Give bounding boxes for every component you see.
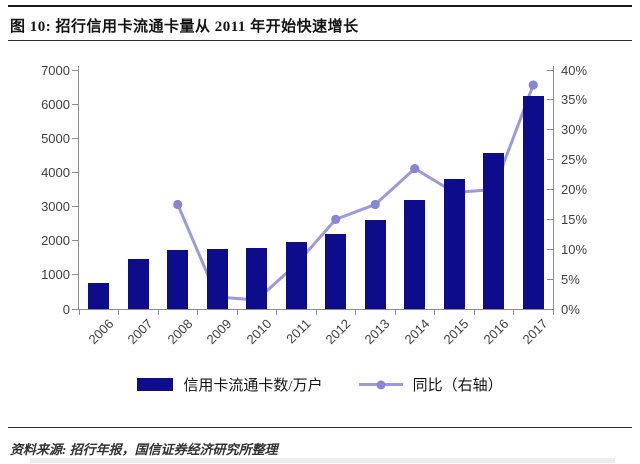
legend-bar-swatch [137,378,174,391]
left-axis-tick [72,206,78,208]
right-axis-tick [547,159,553,161]
x-axis-label-2015: 2015 [440,316,472,348]
line-point [410,163,420,174]
x-axis-tick [355,310,356,315]
x-axis-label-2006: 2006 [85,316,117,348]
bar-2011 [285,242,307,309]
x-axis-line [78,309,554,310]
x-axis-tick [78,310,80,315]
right-axis-tick [547,218,553,220]
line-point [370,199,380,210]
x-axis-label-2007: 2007 [124,316,156,348]
bar-2009 [206,249,228,309]
bar-2012 [325,233,347,309]
right-axis-tick [547,129,553,131]
y-axis-line-left [78,66,79,310]
left-axis-tick [72,240,78,242]
x-axis-tick [473,310,475,315]
bar-2015 [443,179,465,309]
x-axis-label-2009: 2009 [203,316,235,348]
x-axis-tick [276,310,277,315]
left-axis-tick-label: 4000 [41,164,70,180]
x-axis-label-2008: 2008 [164,316,196,348]
x-axis-tick [118,310,119,315]
x-axis-tick [394,310,396,315]
x-axis-tick [236,310,238,315]
line-point [331,214,341,224]
bar-2014 [404,199,426,309]
bar-2007 [127,259,149,309]
left-axis-tick-label: 5000 [41,130,70,146]
left-axis-tick-label: 0 [62,301,70,317]
left-axis-tick-label: 7000 [41,62,70,78]
right-axis-tick-label: 40% [561,62,588,78]
legend-bar-label: 信用卡流通卡数/万户 [183,378,323,394]
right-axis-tick-label: 20% [561,182,588,197]
line-point [173,199,183,210]
x-axis-label-2010: 2010 [243,316,275,348]
x-axis-label-2017: 2017 [519,316,551,348]
right-axis-tick-label: 25% [561,152,588,168]
x-axis-tick [197,310,198,315]
left-axis-tick [72,308,78,310]
left-axis-tick-label: 2000 [41,233,70,249]
left-axis-tick [72,171,78,173]
x-axis-label-2012: 2012 [322,316,354,348]
title-bottom-rule [8,40,632,41]
left-axis-tick [72,274,78,276]
x-axis-tick [513,310,514,315]
left-axis-tick-label: 6000 [41,96,70,112]
figure-title: 图 10: 招行信用卡流通卡量从 2011 年开始快速增长 [10,19,359,35]
x-axis-tick [434,310,435,315]
x-axis-label-2013: 2013 [361,316,393,348]
x-axis-tick [552,310,554,315]
left-axis-tick-label: 3000 [41,199,70,215]
left-axis-tick [72,69,78,71]
title-top-rule [8,5,632,7]
footer-rule [8,427,632,428]
bar-2006 [88,283,110,309]
bar-2010 [246,247,268,309]
x-axis-label-2014: 2014 [401,316,433,348]
right-axis-tick-label: 35% [561,92,588,108]
legend-line-marker-dot [376,380,386,389]
x-axis-tick [157,310,159,315]
growth-line [176,84,535,302]
legend-line-swatch [358,380,403,389]
x-axis-label-2011: 2011 [283,316,314,347]
bar-2013 [364,220,386,309]
line-point [528,80,538,90]
left-axis-tick [72,103,78,105]
page-bottom-shadow [30,458,615,463]
right-axis-tick [547,99,553,101]
right-axis-tick-label: 15% [561,211,588,227]
right-axis-tick [547,278,553,280]
right-axis-tick-label: 30% [561,122,588,138]
bar-2017 [522,95,544,309]
y-axis-line-right [553,66,554,310]
chart-legend: 信用卡流通卡数/万户 同比（右轴） [0,374,640,395]
right-axis-tick-label: 0% [561,301,580,317]
x-axis-label-2016: 2016 [480,316,512,348]
right-axis-tick [547,308,553,310]
right-axis-tick-label: 10% [561,241,588,257]
right-axis-tick [547,189,553,190]
bar-2016 [483,153,505,309]
x-axis-tick [315,310,317,315]
right-axis-tick-label: 5% [561,271,580,287]
bar-2008 [167,249,189,309]
right-axis-tick [547,69,553,71]
left-axis-tick-label: 1000 [41,267,70,283]
right-axis-tick [547,248,553,250]
source-note: 资料来源: 招行年报，国信证券经济研究所整理 [10,442,278,457]
legend-line-label: 同比（右轴） [412,378,503,394]
left-axis-tick [72,137,78,139]
